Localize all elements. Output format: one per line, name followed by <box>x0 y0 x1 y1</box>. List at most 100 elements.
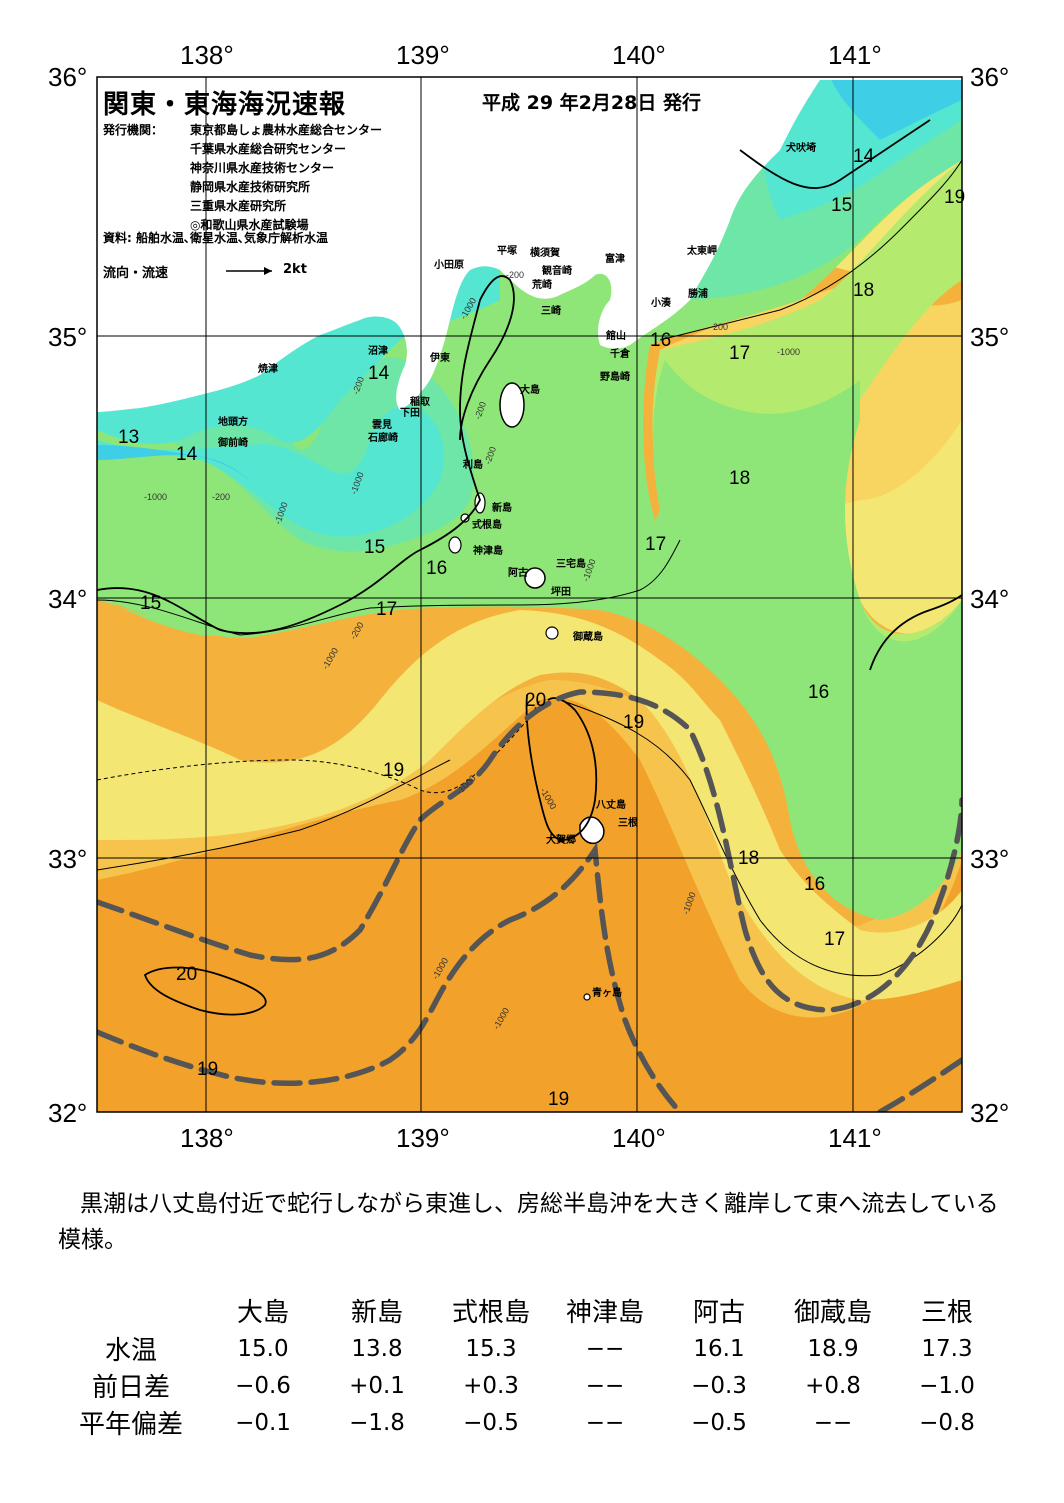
row-label: 前日差 <box>91 1373 170 1403</box>
lat-tick-right-33: 33° <box>970 844 1009 874</box>
table-col-header: 神津島 <box>565 1297 644 1328</box>
sst-fill-layer <box>97 77 962 1112</box>
issue-date: 平成 29 年2月28日 発行 <box>482 92 701 114</box>
place-aogashima: 青ヶ島 <box>592 986 622 999</box>
isotherm-label: 17 <box>824 929 845 950</box>
agency-item: 千葉県水産総合研究センター <box>190 142 347 156</box>
map-frame <box>96 76 963 1113</box>
table-cell: 13.8 <box>351 1335 403 1362</box>
place-inatori: 稲取 <box>410 395 431 408</box>
legend-arrow <box>226 267 272 275</box>
data-sources: 資料: 船舶水温､衛星水温､気象庁解析水温 <box>103 231 328 245</box>
observation-table: 大島 新島 式根島 神津島 阿古 御蔵島 三根 水温 15.0 13.8 15.… <box>56 1290 1004 1441</box>
place-hiratsuka: 平塚 <box>497 244 517 257</box>
kuroshio-axis <box>97 689 962 1112</box>
table-col-header: 三根 <box>920 1297 973 1328</box>
place-toshima: 利島 <box>463 458 483 471</box>
place-kozushima: 神津島 <box>473 544 503 557</box>
isotherm-label: 17 <box>645 534 666 555</box>
isotherm-label: 15 <box>364 537 385 558</box>
lat-tick-left-33: 33° <box>48 844 87 874</box>
lat-tick-left-34: 34° <box>48 584 87 614</box>
legend-label: 流向・流速 <box>103 266 169 281</box>
lon-tick-top-139: 139° <box>396 40 450 70</box>
lat-tick-left-32: 32° <box>48 1098 87 1128</box>
isotherm-label: 14 <box>176 444 198 465</box>
table-cell: −1.8 <box>349 1409 405 1436</box>
table-col-header: 御蔵島 <box>793 1297 872 1328</box>
place-numazu: 沼津 <box>368 344 388 357</box>
lon-tick-bottom-138: 138° <box>180 1123 234 1153</box>
place-yaizu: 焼津 <box>258 362 278 375</box>
agency-item: 東京都島しょ農林水産総合センター <box>190 123 383 137</box>
map-title: 関東・東海海況速報 <box>103 90 347 120</box>
agency-item: 三重県水産研究所 <box>190 199 287 213</box>
place-misaki: 三崎 <box>541 304 561 317</box>
isotherm-label: 20 <box>176 964 197 985</box>
place-irozaki: 石廊崎 <box>367 431 398 444</box>
table-row: 水温 15.0 13.8 15.3 −− 16.1 18.9 17.3 <box>56 1330 1004 1367</box>
place-odawara: 小田原 <box>433 258 464 271</box>
place-shimoda: 下田 <box>400 407 420 419</box>
isotherm-label: 18 <box>738 848 759 869</box>
table-cell: +0.3 <box>463 1372 519 1399</box>
lon-tick-top-140: 140° <box>612 40 666 70</box>
isotherm-label: 19 <box>197 1059 218 1080</box>
place-ito: 伊東 <box>429 351 450 364</box>
agency-list: 東京都島しょ農林水産総合センター 千葉県水産総合研究センター 神奈川県水産技術セ… <box>190 121 382 235</box>
depth-label: -200 <box>506 270 524 280</box>
legend-scale: 2kt <box>283 262 307 277</box>
table-cell: −0.6 <box>235 1372 291 1399</box>
table-cell: 15.3 <box>465 1335 517 1362</box>
isotherm-label: 19 <box>623 712 644 733</box>
axis-labels: 138° 139° 140° 141° 138° 139° 140° 141° … <box>48 40 1009 1153</box>
place-yokosuka: 横須賀 <box>530 246 560 259</box>
place-taitomisaki: 太東岬 <box>686 244 717 257</box>
isotherm-label: 14 <box>853 146 875 167</box>
table-cell: −0.3 <box>691 1372 747 1399</box>
place-okago: 大賀郷 <box>546 833 576 846</box>
lon-tick-top-141: 141° <box>828 40 882 70</box>
agency-item: 神奈川県水産技術センター <box>190 161 335 175</box>
table-row: 前日差 −0.6 +0.1 +0.3 −− −0.3 +0.8 −1.0 <box>56 1367 1004 1404</box>
place-tsubota: 坪田 <box>551 585 571 598</box>
table-cell: −0.5 <box>463 1409 519 1436</box>
isotherm-label: 13 <box>118 427 139 448</box>
place-jitokata: 地頭方 <box>218 415 248 428</box>
table-cell: −− <box>585 1372 625 1399</box>
isotherm-label: 18 <box>853 280 874 301</box>
isotherm-label: 20 <box>525 690 546 711</box>
table-cell: 16.1 <box>693 1335 745 1362</box>
place-kannonzaki: 観音崎 <box>542 264 572 277</box>
table-cell: 17.3 <box>921 1335 973 1362</box>
place-ako: 阿古 <box>508 566 528 579</box>
table-cell: −0.1 <box>235 1409 291 1436</box>
place-shikinejima: 式根島 <box>472 518 502 531</box>
lat-tick-right-35: 35° <box>970 322 1009 352</box>
depth-label: -200 <box>710 322 728 332</box>
agency-item: 静岡県水産技術研究所 <box>190 180 311 194</box>
table-cell: −1.0 <box>919 1372 975 1399</box>
table-col-header: 大島 <box>236 1297 289 1328</box>
place-tomiura: 富津 <box>605 252 625 265</box>
place-arasaki: 荒崎 <box>531 278 552 291</box>
isotherm-label: 15 <box>831 195 852 216</box>
lat-tick-left-35: 35° <box>48 322 87 352</box>
place-mitsune: 三根 <box>618 816 638 829</box>
summary-paragraph: 黒潮は八丈島付近で蛇行しながら東進し、房総半島沖を大きく離岸して東へ流去している… <box>58 1191 999 1253</box>
place-tateyama: 館山 <box>605 329 626 342</box>
table-cell: +0.1 <box>349 1372 405 1399</box>
isotherm-label: 15 <box>140 593 161 614</box>
table-corner <box>56 1290 206 1330</box>
place-chikura: 千倉 <box>610 347 631 360</box>
table-row: 平年偏差 −0.1 −1.8 −0.5 −− −0.5 −− −0.8 <box>56 1404 1004 1441</box>
row-label: 平年偏差 <box>78 1410 183 1440</box>
place-kumomi: 雲見 <box>372 419 392 431</box>
lon-tick-bottom-140: 140° <box>612 1123 666 1153</box>
table-col-header: 新島 <box>350 1297 403 1328</box>
lat-tick-left-36: 36° <box>48 62 87 92</box>
isotherm-label: 19 <box>548 1089 569 1110</box>
depth-label: -200 <box>212 492 230 502</box>
isotherm-label: 19 <box>383 760 404 781</box>
